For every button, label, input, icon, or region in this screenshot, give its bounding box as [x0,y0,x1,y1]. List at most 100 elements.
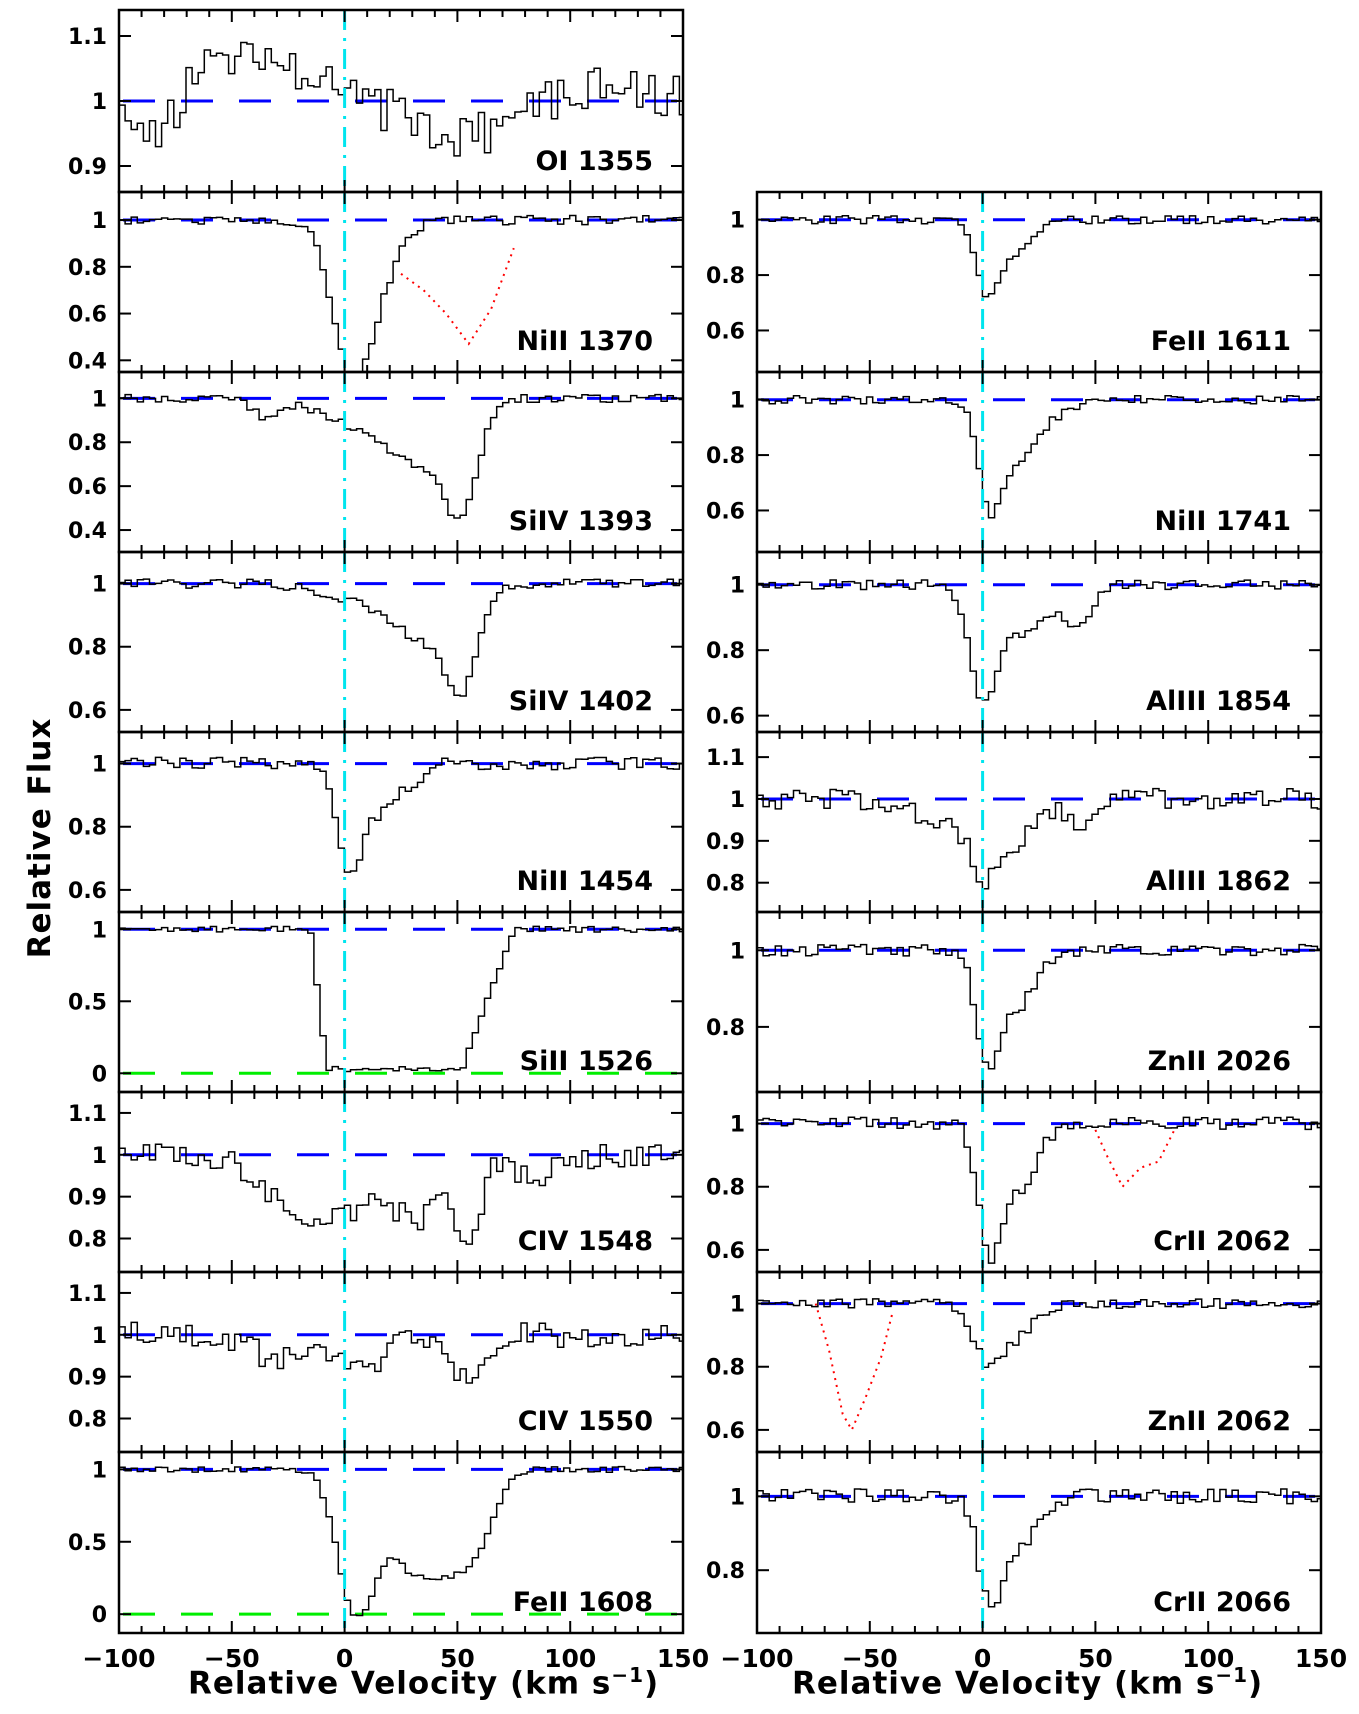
y-tick-label: 0.8 [68,1408,107,1433]
y-tick-label: 1 [92,90,107,115]
y-tick-label: 0.9 [68,1366,107,1391]
y-tick-label: 1 [92,1324,107,1349]
y-tick-label: 1.1 [68,25,107,50]
blend-line [1094,1129,1176,1189]
y-tick-label: 1 [730,574,745,599]
spectrum-line [757,214,1321,298]
y-tick-label: 1 [730,788,745,813]
panel-label: OI 1355 [535,146,653,177]
spectrum-line [757,1116,1321,1264]
x-tick-label: 100 [1182,1644,1234,1673]
y-tick-label: 0.8 [68,1228,107,1253]
spectrum-line [757,943,1321,1070]
y-tick-label: 0.8 [706,264,745,289]
y-tick-label: 0.8 [68,256,107,281]
panel-siii-1526: 0 0.5 1 SiII 1526 [68,910,685,1094]
y-tick-label: 0.6 [706,499,745,524]
x-tick-label: 150 [1295,1644,1347,1673]
y-tick-label: 0.9 [68,155,107,180]
panel-label: CIV 1548 [518,1226,653,1257]
spectrum-line [757,579,1321,701]
panel-plot-area [119,1321,683,1384]
y-tick-label: 0.5 [68,990,107,1015]
y-tick-label: 0.6 [706,705,745,730]
x-tick-label: −50 [204,1644,260,1673]
panel-label: NiII 1741 [1155,506,1292,537]
spectrum-line [119,578,683,697]
y-tick-label: 0.8 [706,872,745,897]
panel-frame [755,1450,1323,1635]
y-tick-label: 0.8 [68,636,107,661]
x-tick-label: −100 [82,1644,155,1673]
y-tick-label: 0.6 [706,1419,745,1444]
y-tick-label: 0.6 [706,1239,745,1264]
spectrum-line [119,214,683,372]
y-tick-label: 0.6 [706,319,745,344]
panel-plot-area [119,1465,683,1617]
x-tick-label: 150 [657,1644,709,1673]
panel-plot-area [119,1143,683,1245]
panel-label: NiII 1370 [517,326,654,357]
panel-plot-area [757,787,1321,890]
x-tick-label: 50 [440,1644,475,1673]
blend-line [814,1303,894,1433]
panel-crii-2062: 0.6 0.8 1 CrII 2062 [706,1090,1323,1274]
panel-label: SiIV 1393 [509,506,653,537]
y-tick-label: 0.8 [706,444,745,469]
spectrum-line [119,925,683,1073]
y-tick-label: 0.4 [68,349,107,374]
y-tick-label: 0.8 [706,1176,745,1201]
y-tick-label: 0 [92,1062,107,1087]
panel-aliii-1862: 0.8 0.9 1 1.1 AlIII 1862 [706,730,1323,914]
y-tick-label: 0.9 [68,1186,107,1211]
spectrum-line [119,393,683,519]
y-tick-label: 1 [730,1293,745,1318]
y-tick-label: 1 [92,918,107,943]
panel-oi-1355: 0.9 1 1.1 OI 1355 [68,8,685,194]
x-tick-label: −50 [842,1644,898,1673]
x-tick-label: 100 [544,1644,596,1673]
panel-label: AlIII 1862 [1146,866,1291,897]
spectrum-line [757,394,1321,519]
panel-aliii-1854: 0.6 0.8 1 AlIII 1854 [706,550,1323,734]
y-tick-label: 0.8 [706,1016,745,1041]
panel-label: NiII 1454 [517,866,654,897]
y-tick-label: 0.8 [706,639,745,664]
spectrum-line [119,1321,683,1384]
x-tick-label: 50 [1078,1644,1113,1673]
y-tick-label: 0.8 [706,1356,745,1381]
panel-niii-1741: 0.6 0.8 1 NiII 1741 [706,370,1323,554]
panel-siiv-1393: 0.4 0.6 0.8 1 SiIV 1393 [68,370,685,554]
panel-znii-2026: 0.8 1 ZnII 2026 [706,910,1323,1094]
panel-niii-1370: 0.4 0.6 0.8 1 NiII 1370 [68,190,685,374]
panel-plot-area [119,393,683,519]
y-tick-label: 1 [730,389,745,414]
x-tick-label: −100 [720,1644,793,1673]
panel-znii-2062: 0.6 0.8 1 ZnII 2062 [706,1270,1323,1454]
panel-feii-1611: 0.6 0.8 1 FeII 1611 [706,190,1323,374]
panel-plot-area [757,1298,1321,1433]
panel-plot-area [757,1488,1321,1608]
x-axis-label-left: Relative Velocity (km s−1) [188,1663,660,1702]
y-tick-label: 0.8 [68,816,107,841]
panel-feii-1608: 0 0.5 1 FeII 1608 [68,1450,685,1635]
spectrum-line [119,756,683,873]
panel-plot-area [119,756,683,873]
x-tick-label: 0 [336,1644,353,1673]
panel-label: CrII 2066 [1153,1587,1291,1618]
panel-plot-area [119,41,683,157]
y-tick-label: 1.1 [68,1102,107,1127]
panel-label: SiII 1526 [520,1046,653,1077]
spectrum-line [757,787,1321,890]
y-tick-label: 0.4 [68,519,107,544]
x-axis-label-right: Relative Velocity (km s−1) [792,1663,1264,1702]
spectrum-line [119,41,683,157]
spectrum-line [119,1143,683,1245]
panel-label: CrII 2062 [1153,1226,1291,1257]
panel-label: FeII 1608 [513,1587,653,1618]
panel-plot-area [757,394,1321,519]
y-tick-label: 0.5 [68,1531,107,1556]
panel-civ-1548: 0.8 0.9 1 1.1 CIV 1548 [68,1090,685,1274]
panel-plot-area [757,579,1321,701]
